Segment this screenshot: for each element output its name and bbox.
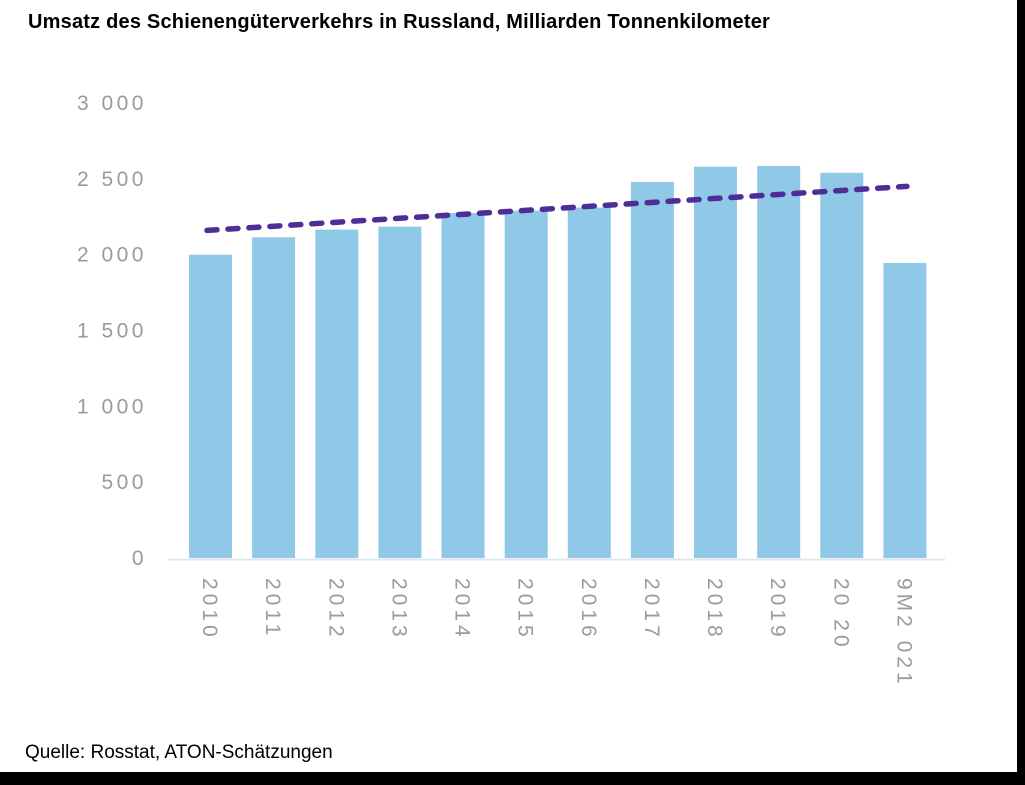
bar-2016 — [567, 207, 611, 558]
bar-2010 — [189, 254, 232, 558]
bar-2017 — [630, 181, 674, 558]
x-axis-label-2011: 2011 — [261, 578, 284, 639]
bar-2013 — [378, 226, 422, 558]
bar-2015 — [504, 210, 548, 558]
y-axis-label-0: 0 — [132, 547, 147, 570]
right-border-strip — [1017, 0, 1025, 785]
bar-2014 — [441, 213, 485, 558]
x-axis-label-2017: 2017 — [640, 578, 663, 641]
y-axis-label-500: 500 — [101, 471, 147, 494]
y-axis-label-2000: 2 000 — [77, 244, 147, 267]
y-axis-label-3000: 3 000 — [77, 92, 147, 115]
bar-2012 — [315, 229, 359, 558]
x-axis-label-2016: 2016 — [577, 578, 600, 641]
x-axis-label-20 20: 20 20 — [829, 578, 852, 651]
x-axis-label-2013: 2013 — [387, 578, 410, 641]
trendline — [204, 183, 910, 234]
y-axis-label-2500: 2 500 — [77, 168, 147, 191]
x-axis-label-2015: 2015 — [514, 578, 537, 641]
bar-20 20 — [820, 172, 864, 559]
x-axis-label-2014: 2014 — [451, 578, 474, 641]
source-text: Quelle: Rosstat, ATON-Schätzungen — [25, 742, 333, 763]
x-axis-label-2018: 2018 — [703, 578, 726, 641]
x-axis-label-2012: 2012 — [324, 578, 347, 641]
bar-9M2 021 — [883, 263, 927, 558]
bottom-border-strip — [0, 772, 1025, 785]
bar-2019 — [757, 165, 801, 558]
bar-2011 — [252, 237, 296, 558]
x-axis-label-2010: 2010 — [198, 578, 221, 641]
x-axis-label-2019: 2019 — [766, 578, 789, 641]
x-axis-label-9M2 021: 9M2 021 — [892, 578, 915, 688]
chart-title: Umsatz des Schienengüterverkehrs in Russ… — [28, 11, 770, 33]
bar-2018 — [694, 166, 737, 558]
y-axis-label-1500: 1 500 — [77, 320, 147, 343]
y-axis-label-1000: 1 000 — [77, 395, 147, 418]
